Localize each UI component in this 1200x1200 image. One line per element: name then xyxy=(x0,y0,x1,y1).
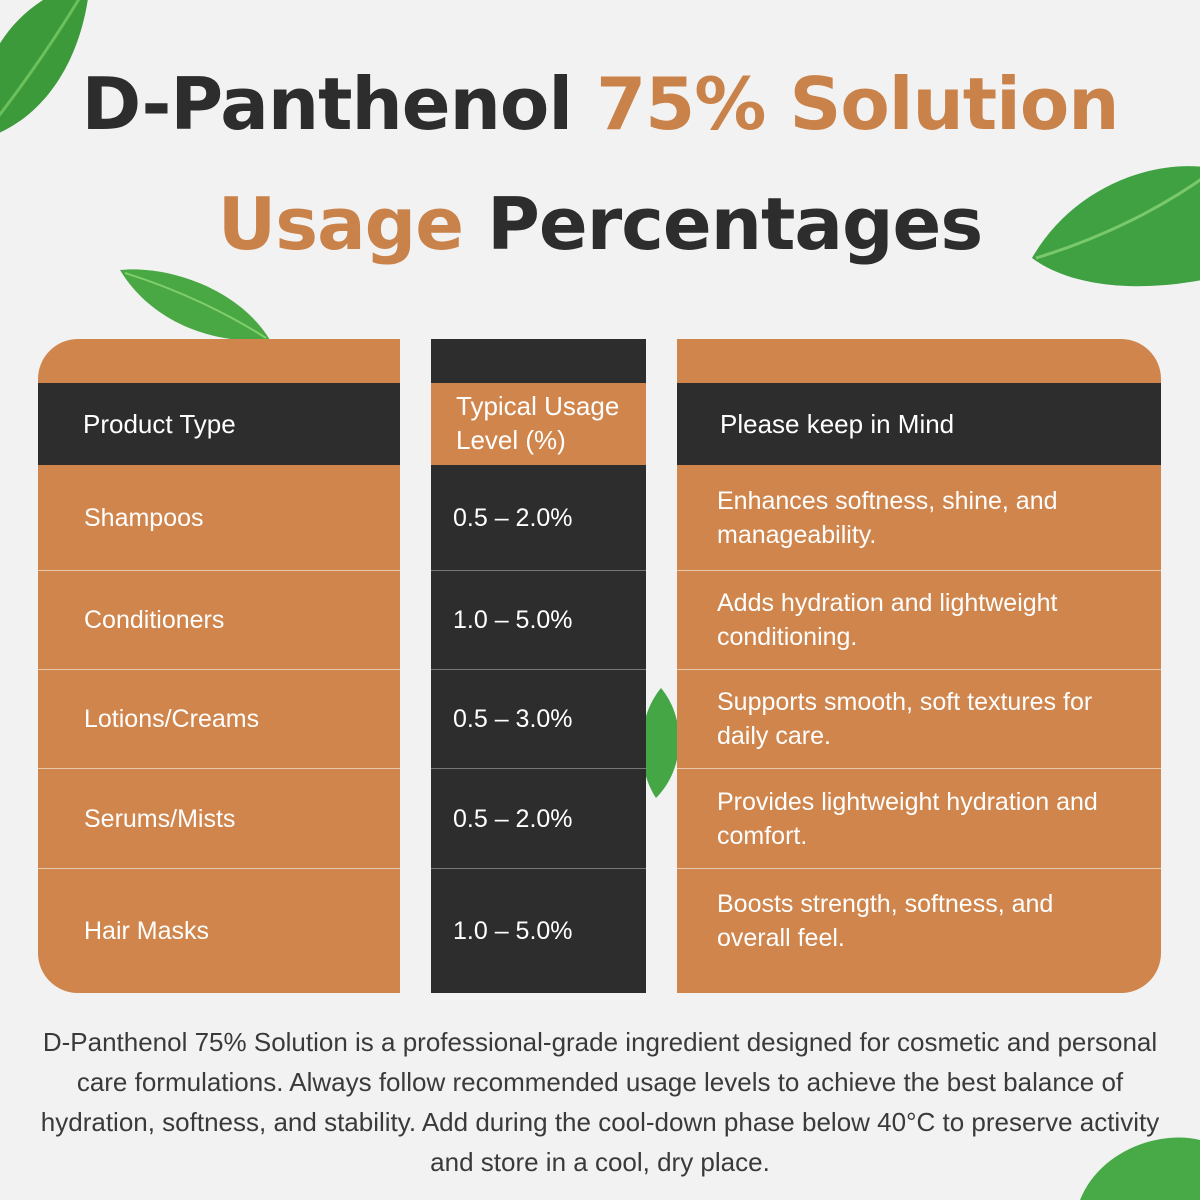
table-cell-product: Conditioners xyxy=(84,606,225,634)
leaf-icon xyxy=(1080,1137,1200,1200)
table-cell-level: 1.0 – 5.0% xyxy=(453,606,573,634)
notes-column: Please keep in Mind Enhances softness, s… xyxy=(677,339,1161,993)
table-cell-note: Supports smooth, soft textures for daily… xyxy=(717,688,1093,750)
table-cell-product: Lotions/Creams xyxy=(84,705,260,733)
table-cell-level: 0.5 – 2.0% xyxy=(453,804,573,833)
table-cell-level: 0.5 – 3.0% xyxy=(453,705,573,733)
table-cell-note: Provides lightweight hydration and comfo… xyxy=(717,787,1098,850)
footer-description: D-Panthenol 75% Solution is a profession… xyxy=(40,1027,1160,1177)
table-cell-product: Hair Masks xyxy=(84,917,210,945)
usage-level-column: Typical Usage Level (%) 0.5 – 2.0% 1.0 –… xyxy=(431,339,646,993)
table-cell-product: Shampoos xyxy=(84,503,204,532)
product-type-column: Product Type Shampoos Conditioners Lotio… xyxy=(38,339,400,993)
title-dark-part: D-Panthenol xyxy=(81,62,597,146)
notes-header: Please keep in Mind xyxy=(677,383,1161,465)
page-title-line-2: Usage Percentages xyxy=(0,182,1200,266)
leaf-icon xyxy=(1032,166,1200,287)
table-cell-level: 0.5 – 2.0% xyxy=(453,503,573,532)
usage-header-line: Level (%) xyxy=(456,425,566,455)
leaf-icon xyxy=(641,688,680,798)
product-type-header: Product Type xyxy=(38,383,400,465)
title-dark-part: Percentages xyxy=(463,182,983,266)
usage-header-line: Typical Usage xyxy=(456,391,620,421)
page-title-line-1: D-Panthenol 75% Solution xyxy=(0,62,1200,146)
table-cell-note: Adds hydration and lightweight condition… xyxy=(717,589,1058,651)
table-cell-note: Boosts strength, softness, and overall f… xyxy=(717,890,1054,952)
table-cell-level: 1.0 – 5.0% xyxy=(453,917,573,945)
leaf-icon xyxy=(120,269,270,341)
leaf-icon xyxy=(0,0,88,133)
title-accent-part: 75% Solution xyxy=(596,62,1119,146)
usage-level-header: Typical Usage Level (%) xyxy=(431,383,646,465)
title-accent-part: Usage xyxy=(217,182,464,266)
table-cell-note: Enhances softness, shine, and manageabil… xyxy=(717,486,1058,549)
table-cell-product: Serums/Mists xyxy=(84,804,236,833)
